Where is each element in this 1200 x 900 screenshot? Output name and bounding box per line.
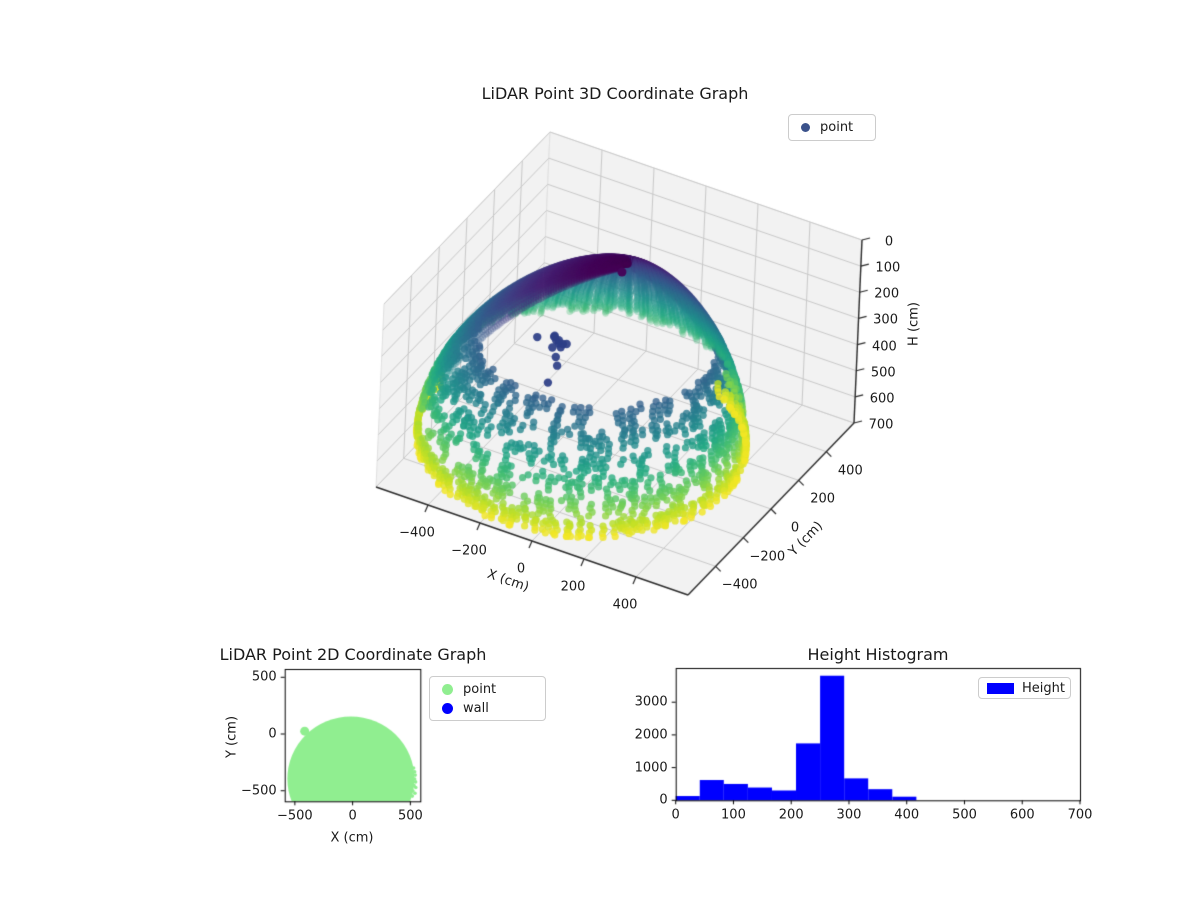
plot2d-legend-label-point: point	[463, 681, 497, 697]
plot3d-htick-label: 600	[869, 391, 895, 407]
hist-xtick-label: 700	[1067, 807, 1093, 823]
plot3d-xtick-label: 200	[560, 579, 586, 595]
plot3d-xtick-label: 400	[612, 597, 638, 613]
point-marker-icon	[442, 683, 453, 695]
hist-ytick-label: 0	[659, 792, 668, 808]
plot3d-legend-item-point: point	[789, 118, 875, 137]
hist-ytick-label: 2000	[634, 727, 668, 743]
hist-ytick-label: 1000	[634, 760, 668, 776]
point-marker-icon	[801, 123, 810, 132]
hist-xtick-label: 400	[894, 807, 920, 823]
plot2d-xaxis-label: X (cm)	[330, 830, 374, 846]
hist-legend-label: Height	[1022, 680, 1065, 696]
plot3d-legend: point	[788, 114, 876, 141]
plot2d-legend-item-wall: wall	[430, 699, 545, 718]
hist-xtick-label: 600	[1009, 807, 1035, 823]
plot2d-yaxis-label: Y (cm)	[224, 715, 240, 759]
plot3d-htick-label: 100	[875, 260, 901, 276]
plot3d-htick-label: 500	[870, 365, 896, 381]
plot2d-legend-item-point: point	[430, 680, 545, 699]
hist-xtick-label: 0	[671, 807, 680, 823]
plot3d-xtick-label: −400	[399, 525, 435, 541]
plot3d-htick-label: 400	[872, 339, 897, 355]
plot3d-htick-label: 200	[874, 286, 900, 302]
plot2d-title: LiDAR Point 2D Coordinate Graph	[219, 645, 487, 664]
plot2d-ytick-label: 500	[251, 669, 277, 685]
plot3d-xtick-label: 0	[516, 561, 526, 577]
hist-title: Height Histogram	[807, 645, 949, 664]
plot3d-htick-label: 300	[873, 312, 898, 328]
plot3d-ytick-label: 0	[790, 520, 800, 536]
wall-marker-icon	[442, 702, 453, 714]
plot3d-zaxis-label: H (cm)	[906, 302, 922, 346]
plot3d-ytick-label: 400	[837, 463, 863, 479]
plot2d-xtick-label: −500	[277, 808, 313, 824]
plot3d-ytick-label: −400	[721, 577, 758, 593]
plot3d-ytick-label: 200	[810, 491, 836, 507]
plot2d-ytick-label: −500	[240, 783, 277, 799]
plot3d-xtick-label: −200	[451, 543, 487, 559]
plot2d-xtick-label: 0	[348, 808, 357, 824]
hist-xtick-label: 300	[836, 807, 862, 823]
plot3d-htick-label: 700	[868, 417, 894, 433]
plot2d-legend-label-wall: wall	[463, 700, 489, 716]
hist-xtick-label: 100	[721, 807, 746, 823]
hist-legend-item: Height	[979, 679, 1070, 698]
hist-xtick-label: 200	[778, 807, 804, 823]
plot3d-title: LiDAR Point 3D Coordinate Graph	[481, 84, 749, 103]
hist-legend: Height	[978, 677, 1071, 699]
plot3d-legend-label: point	[820, 120, 854, 135]
hist-ytick-label: 3000	[634, 694, 668, 710]
plot3d-ytick-label: −200	[749, 549, 786, 565]
height-series-swatch-icon	[987, 682, 1014, 694]
plot2d-xtick-label: 500	[397, 808, 423, 824]
plot3d-htick-label: 0	[884, 234, 894, 250]
plot2d-ytick-label: 0	[268, 726, 277, 742]
plot2d-legend: point wall	[429, 676, 546, 721]
hist-xtick-label: 500	[952, 807, 977, 823]
